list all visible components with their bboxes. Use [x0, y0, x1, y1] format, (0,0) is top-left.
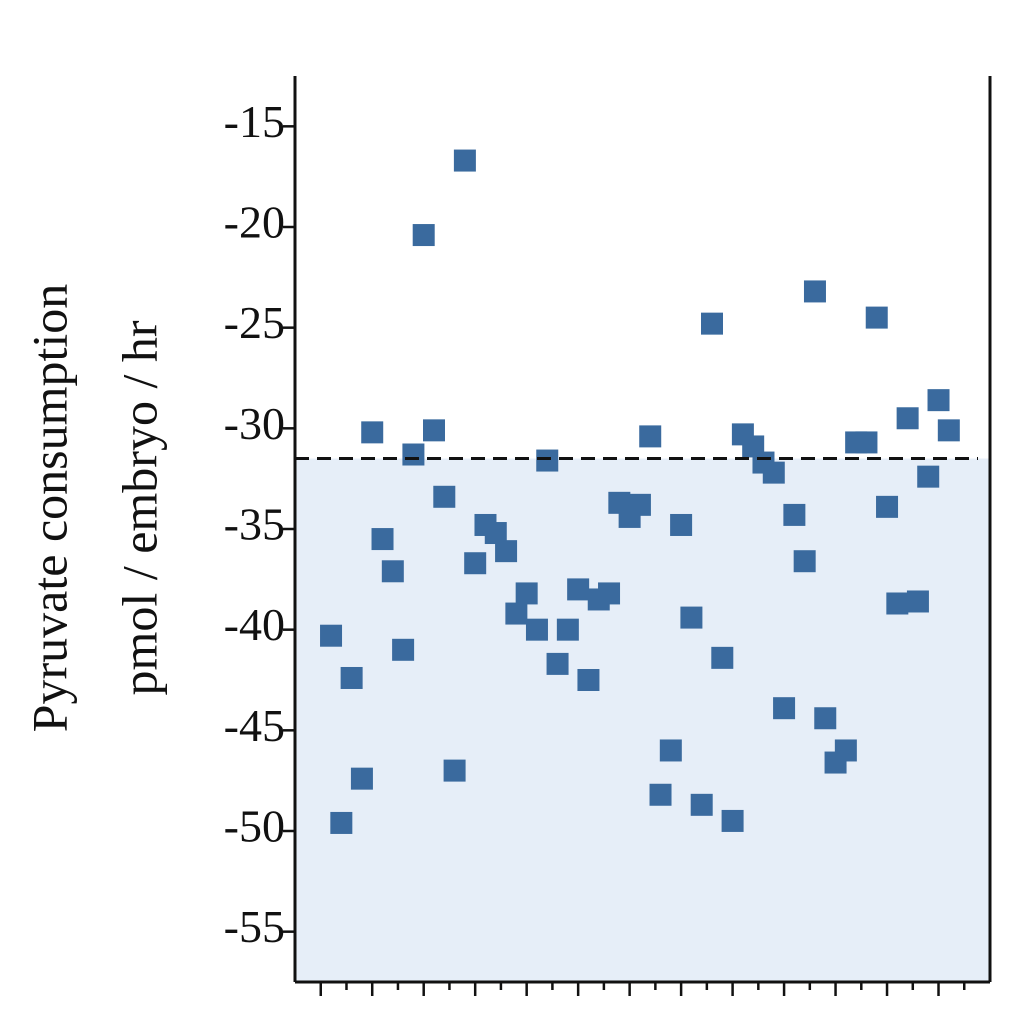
point — [598, 582, 621, 605]
point — [690, 793, 713, 816]
point — [495, 540, 518, 563]
point — [670, 513, 693, 536]
y-axis-title-line: pmol / embryo / hr — [111, 320, 167, 695]
point — [628, 493, 651, 516]
y-tick-label: -55 — [224, 901, 285, 952]
y-tick-label: -25 — [224, 297, 285, 348]
point — [515, 582, 538, 605]
point — [423, 419, 445, 442]
point — [556, 618, 579, 641]
point — [680, 606, 703, 629]
y-tick-label: -35 — [224, 499, 285, 550]
point — [876, 495, 899, 518]
point — [412, 224, 435, 247]
point — [659, 739, 682, 762]
point — [917, 465, 940, 488]
point — [721, 809, 744, 832]
point — [361, 421, 384, 444]
point — [701, 312, 723, 335]
y-tick-label: -30 — [224, 398, 285, 449]
shaded-region — [295, 458, 990, 982]
point — [814, 707, 837, 730]
point — [443, 759, 466, 782]
point — [320, 624, 343, 647]
point — [803, 280, 826, 303]
point — [855, 431, 878, 454]
point — [350, 767, 373, 790]
y-tick-label: -20 — [224, 197, 285, 248]
point — [392, 638, 415, 661]
point — [381, 560, 404, 583]
y-tick-label: -15 — [224, 96, 285, 147]
point — [711, 646, 734, 669]
point — [793, 550, 816, 573]
point — [906, 590, 929, 613]
point — [834, 739, 857, 762]
point — [484, 522, 507, 545]
point — [865, 306, 888, 329]
point — [453, 149, 476, 172]
point — [330, 811, 353, 834]
point — [783, 503, 806, 526]
point — [464, 552, 487, 575]
point — [773, 697, 796, 720]
point — [927, 389, 950, 412]
point — [433, 485, 456, 508]
point — [567, 578, 590, 601]
point — [649, 783, 672, 806]
point — [886, 592, 909, 615]
point — [371, 528, 394, 551]
point — [639, 425, 662, 448]
point — [546, 652, 569, 675]
y-tick-label: -45 — [224, 700, 285, 751]
point — [525, 618, 548, 641]
point — [937, 419, 960, 442]
point — [896, 407, 919, 430]
y-axis-title: Pyruvate consumption pmol / embryo / hr — [21, 284, 167, 733]
y-tick-label: -40 — [224, 599, 285, 650]
point — [577, 669, 600, 691]
point — [762, 461, 785, 484]
y-axis-title-line: Pyruvate consumption — [21, 284, 77, 733]
point — [505, 602, 528, 625]
point — [536, 449, 559, 472]
y-tick-label: -50 — [224, 801, 285, 852]
point — [340, 666, 363, 689]
point — [402, 443, 425, 466]
